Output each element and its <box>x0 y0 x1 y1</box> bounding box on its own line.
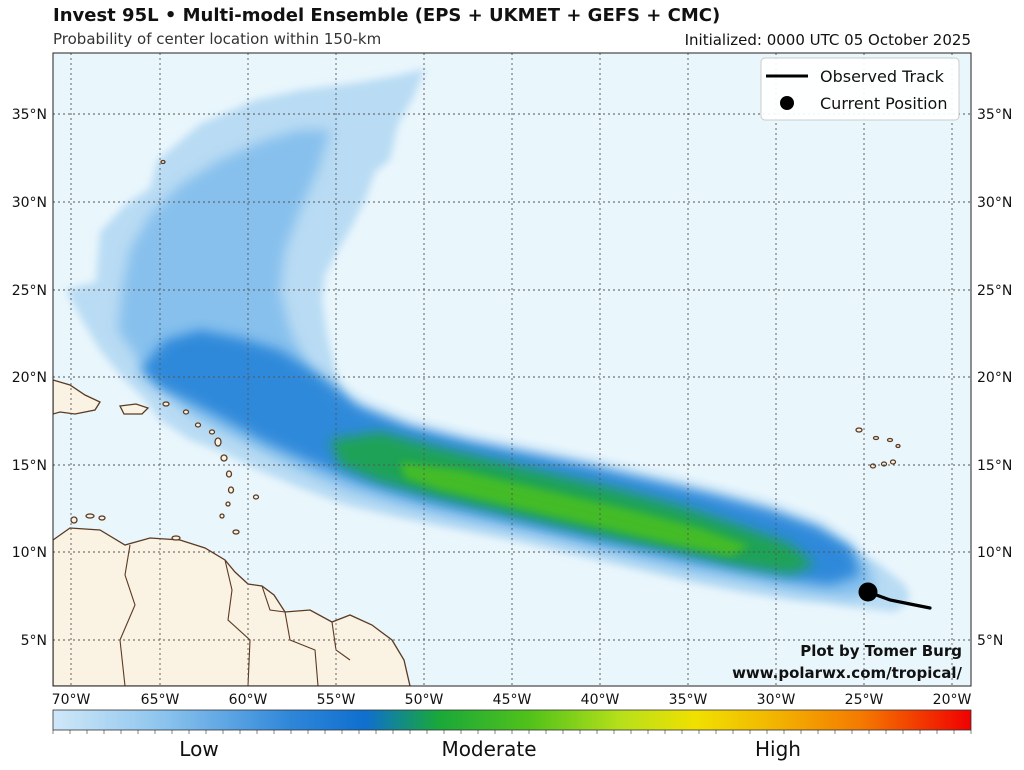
lon-tick-label: 45°W <box>493 692 532 708</box>
legend-position-swatch <box>780 96 794 110</box>
plot-frame <box>52 52 972 687</box>
lat-tick-label-right: 30°N <box>977 195 1012 211</box>
lat-tick-label-right: 25°N <box>977 283 1012 299</box>
lat-tick-label-right: 10°N <box>977 545 1012 561</box>
cabo-verde-island <box>880 461 888 467</box>
current-position-marker <box>858 582 878 602</box>
legend: Observed Track Current Position <box>760 57 960 121</box>
cabo-verde-island <box>872 435 880 441</box>
lat-tick-label-left: 30°N <box>12 195 47 211</box>
island <box>162 401 170 407</box>
lon-tick-label: 65°W <box>141 692 180 708</box>
island <box>182 409 190 415</box>
grid-lines <box>53 53 971 686</box>
cabo-verde-island <box>855 427 863 433</box>
lat-tick-label-right: 5°N <box>977 633 1003 649</box>
lat-tick-label-left: 5°N <box>21 633 47 649</box>
lon-tick-label: 55°W <box>317 692 356 708</box>
lon-tick-label: 30°W <box>757 692 796 708</box>
colorbar-gradient <box>52 709 972 731</box>
island <box>214 437 222 447</box>
island <box>225 470 233 478</box>
lat-tick-label-left: 25°N <box>12 283 47 299</box>
colorbar: Low Moderate High <box>52 709 972 761</box>
island <box>85 513 95 519</box>
lon-tick-label: 40°W <box>581 692 620 708</box>
island <box>225 501 231 507</box>
island <box>232 529 240 535</box>
lat-tick-label-left: 35°N <box>12 107 47 123</box>
lon-tick-label: 25°W <box>845 692 884 708</box>
legend-observed-track: Observed Track <box>820 67 945 86</box>
colorbar-label-moderate: Moderate <box>441 737 536 761</box>
puerto-rico-land <box>119 403 150 415</box>
island <box>98 515 106 521</box>
lat-tick-label-left: 20°N <box>12 370 47 386</box>
lon-tick-label: 70°W <box>52 692 91 708</box>
land <box>53 159 901 686</box>
lat-tick-label-right: 20°N <box>977 370 1012 386</box>
initialized-time: Initialized: 0000 UTC 05 October 2025 <box>684 31 971 49</box>
lat-tick-label-right: 15°N <box>977 458 1012 474</box>
island <box>252 494 260 500</box>
island <box>208 429 216 435</box>
island <box>160 159 166 165</box>
island <box>70 516 78 524</box>
island <box>227 486 235 494</box>
credit-line2: www.polarwx.com/tropical/ <box>732 664 962 682</box>
axis-ticks: 70°W 65°W 60°W 55°W 50°W 45°W 40°W 35°W 30°W 25°W… <box>12 107 1013 708</box>
south-america-land <box>53 527 411 686</box>
map-title: Invest 95L • Multi-model Ensemble (EPS +… <box>53 5 721 26</box>
hispaniola-land <box>53 379 101 415</box>
lon-tick-label: 35°W <box>669 692 708 708</box>
lon-tick-label: 50°W <box>405 692 444 708</box>
map-subtitle: Probability of center location within 15… <box>53 30 382 48</box>
observed-track <box>866 590 932 610</box>
island <box>194 422 202 428</box>
cabo-verde-island <box>889 459 897 465</box>
island <box>219 513 225 519</box>
cabo-verde-island <box>895 443 901 449</box>
lat-tick-label-left: 10°N <box>12 545 47 561</box>
legend-current-position: Current Position <box>820 94 947 113</box>
colorbar-label-low: Low <box>179 737 218 761</box>
island <box>220 454 228 462</box>
lon-tick-label: 20°W <box>933 692 972 708</box>
credit-line1: Plot by Tomer Burg <box>800 642 962 660</box>
swath-peak <box>400 462 750 556</box>
island <box>171 535 181 541</box>
probability-swath <box>66 69 910 612</box>
cabo-verde-island <box>886 437 894 443</box>
colorbar-label-high: High <box>755 737 801 761</box>
lon-tick-label: 60°W <box>229 692 268 708</box>
country-borders <box>119 544 351 686</box>
lat-tick-label-left: 15°N <box>12 458 47 474</box>
lat-tick-label-right: 35°N <box>977 107 1012 123</box>
